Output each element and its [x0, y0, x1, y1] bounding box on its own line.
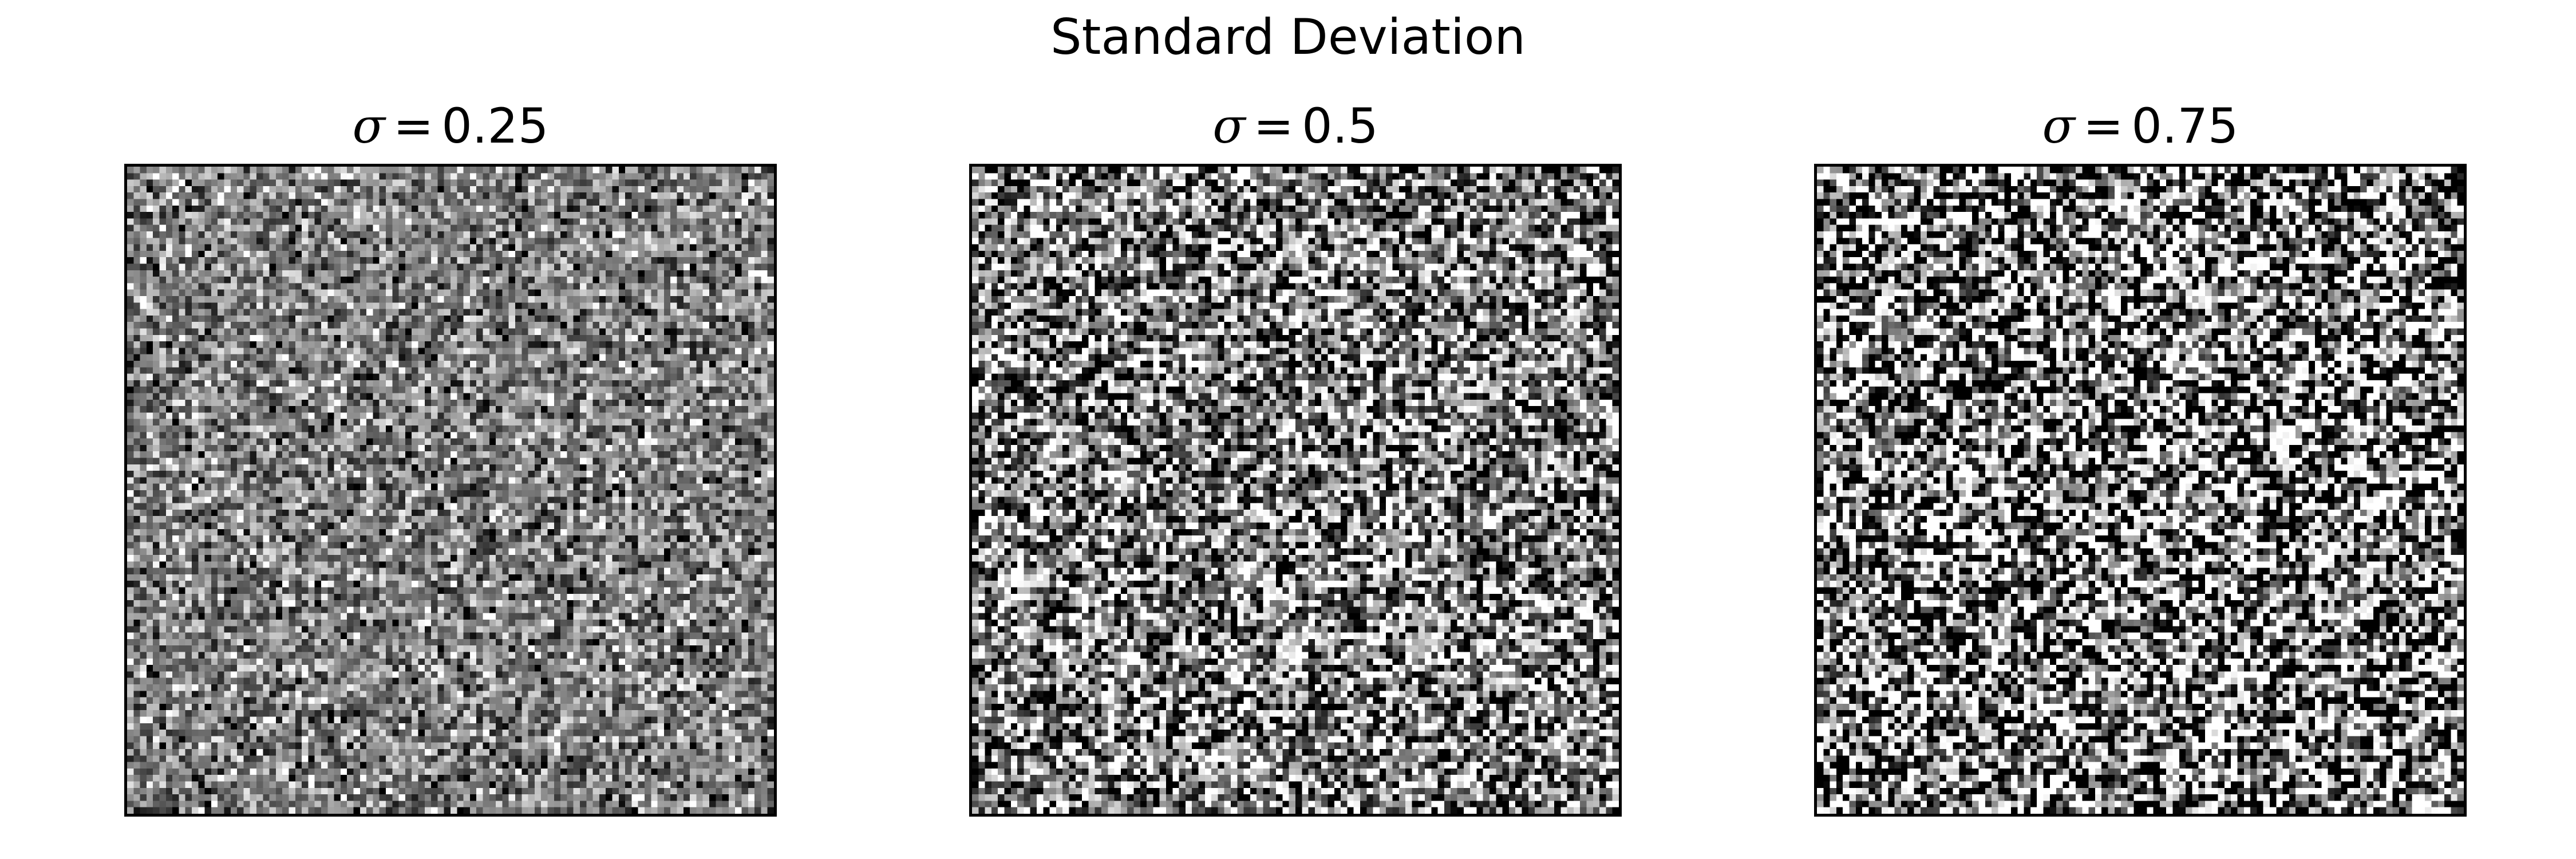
heatmap-axes [969, 164, 1622, 817]
panel-title: σ = 0.5 [969, 92, 1622, 160]
panel-title: σ = 0.25 [124, 92, 777, 160]
equals-sign: = [385, 98, 441, 154]
panel-title: σ = 0.75 [1814, 92, 2467, 160]
figure-suptitle: Standard Deviation [0, 6, 2576, 69]
equals-sign: = [2075, 98, 2131, 154]
sigma-value: 0.25 [441, 98, 548, 154]
noise-heatmap [972, 167, 1619, 814]
equals-sign: = [1246, 98, 1302, 154]
heatmap-axes [1814, 164, 2467, 817]
sigma-value: 0.5 [1302, 98, 1378, 154]
sigma-symbol: σ [1212, 98, 1245, 154]
panel-sigma-0-5: σ = 0.5 [969, 92, 1622, 830]
heatmap-axes [124, 164, 777, 817]
panel-sigma-0-25: σ = 0.25 [124, 92, 777, 830]
panel-sigma-0-75: σ = 0.75 [1814, 92, 2467, 830]
noise-heatmap [1817, 167, 2464, 814]
noise-heatmap [127, 167, 774, 814]
sigma-symbol: σ [2042, 98, 2075, 154]
sigma-value: 0.75 [2131, 98, 2238, 154]
sigma-symbol: σ [353, 98, 385, 154]
